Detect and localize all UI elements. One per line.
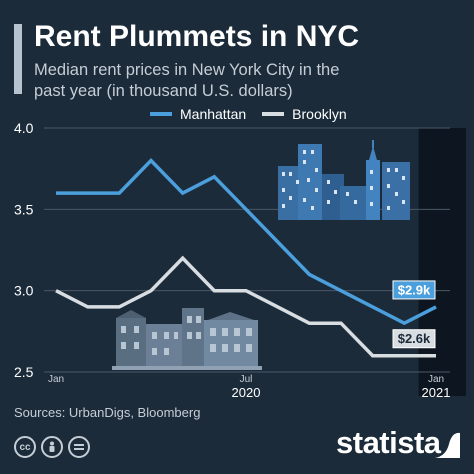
callout-label: $2.6k [398, 331, 431, 346]
legend-label-brooklyn: Brooklyn [292, 106, 347, 122]
series-line-manhattan [56, 157, 437, 326]
legend-item-brooklyn: Brooklyn [262, 106, 347, 122]
no-derivatives-icon[interactable] [68, 436, 90, 458]
x-tick-label: Jan [48, 374, 64, 385]
callout-box [392, 280, 436, 300]
value-annotations: $2.9k $2.6k [392, 280, 436, 349]
callout-box [392, 329, 436, 349]
legend-label-manhattan: Manhattan [180, 106, 247, 122]
source-note: Sources: UrbanDigs, Bloomberg [14, 405, 201, 420]
highlight-column [418, 128, 466, 396]
y-tick-label: 3.5 [14, 201, 34, 217]
brownstone-illustration [112, 308, 262, 370]
chart-subtitle: Median rent prices in New York City in t… [34, 61, 340, 100]
creative-commons-icon[interactable]: cc [14, 436, 36, 458]
series-lines [55, 157, 437, 358]
legend-swatch-brooklyn [262, 112, 285, 116]
chart-title: Rent Plummets in NYC [34, 20, 360, 53]
series-line-brooklyn [55, 255, 436, 358]
y-tick-label: 2.5 [14, 364, 34, 380]
callout-manhattan: $2.9k [392, 280, 436, 300]
legend: Manhattan Brooklyn [150, 106, 347, 122]
callout-label: $2.9k [398, 282, 431, 297]
statista-logo[interactable]: statista [336, 425, 441, 460]
x-tick-year-label: 2021 [422, 385, 451, 400]
title-accent-bar [14, 24, 22, 94]
statista-logo-mark-icon [435, 432, 460, 458]
y-tick-label: 3.0 [14, 283, 34, 299]
callout-brooklyn: $2.6k [392, 329, 436, 349]
x-tick-label: Jan [428, 374, 444, 385]
legend-item-manhattan: Manhattan [150, 106, 246, 122]
license-icons: cc [14, 436, 90, 458]
attribution-icon[interactable] [41, 436, 63, 458]
legend-swatch-manhattan [150, 112, 172, 116]
y-tick-label: 4.0 [14, 120, 34, 136]
skyline-illustration [278, 140, 410, 220]
x-tick-label: Jul [240, 374, 253, 385]
x-tick-year-label: 2020 [232, 385, 261, 400]
